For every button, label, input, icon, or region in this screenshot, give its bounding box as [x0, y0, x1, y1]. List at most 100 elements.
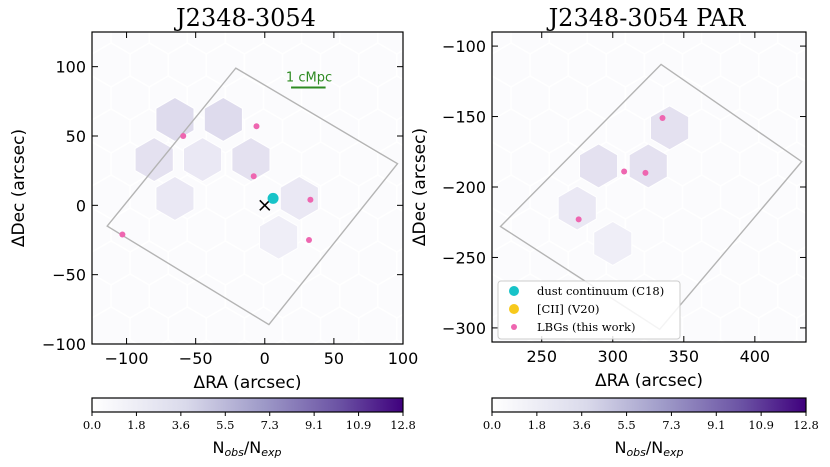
- background-hexbin: [816, 10, 830, 54]
- legend-marker-lbg: [511, 324, 517, 330]
- lbg-point: [659, 114, 666, 121]
- left-panel-title: J2348-3054: [173, 4, 316, 32]
- right-points: [575, 114, 666, 223]
- background-hexbin: [435, 373, 473, 417]
- background-hexbin: [816, 274, 830, 318]
- background-hexbin: [35, 208, 73, 252]
- background-hexbin: [197, 339, 215, 344]
- background-hexbin: [796, 245, 806, 281]
- background-hexbin: [492, 0, 530, 21]
- hexbin-cell: [183, 137, 223, 183]
- y-tick-label: 50: [66, 127, 86, 146]
- y-tick-label: −150: [442, 108, 486, 127]
- left-plot-frame: [91, 31, 404, 345]
- background-hexbin: [396, 181, 403, 213]
- hexbin-cell: [628, 143, 668, 189]
- hexbin-cell: [203, 96, 243, 142]
- colorbar-tick-label: 12.8: [390, 418, 416, 432]
- left-footprint: [106, 67, 399, 326]
- y-tick-label: 100: [55, 58, 86, 77]
- background-hexbin: [92, 185, 93, 209]
- x-tick-label: 250: [526, 347, 557, 366]
- background-hexbin: [159, 339, 177, 344]
- lbg-point: [253, 123, 260, 130]
- background-hexbin: [321, 0, 359, 21]
- background-hexbin: [312, 339, 330, 344]
- background-hexbin: [435, 340, 473, 384]
- colorbar-tick-label: 7.3: [261, 418, 279, 432]
- background-hexbin: [235, 339, 253, 344]
- x-tick-label: 0: [260, 349, 270, 368]
- scale-bar: 1 cMpc: [286, 70, 332, 89]
- x-tick-label: −100: [105, 349, 149, 368]
- background-hexbin: [35, 10, 73, 54]
- left-hexbin-layer: [35, 0, 511, 417]
- background-hexbin: [796, 311, 806, 342]
- background-hexbin: [816, 208, 830, 252]
- y-tick-label: −300: [442, 319, 486, 338]
- y-tick-label: −250: [442, 248, 486, 267]
- hexbin-cell: [579, 143, 619, 189]
- left-colorbar-gradient: [91, 397, 404, 413]
- background-hexbin: [130, 0, 168, 21]
- left-colorbar-label: Nobs/Nexp: [212, 438, 281, 459]
- background-hexbin: [454, 208, 492, 252]
- colorbar-tick-label: 0.0: [83, 418, 101, 432]
- background-hexbin: [492, 32, 512, 55]
- background-hexbin: [796, 47, 806, 83]
- legend-label-dust: dust continuum (C18): [537, 284, 664, 298]
- colorbar-tick-label: 3.6: [573, 418, 591, 432]
- background-hexbin: [454, 274, 492, 318]
- x-tick-label: −50: [179, 349, 213, 368]
- background-hexbin: [54, 0, 92, 21]
- footprint-outline: [106, 67, 399, 326]
- lbg-point: [307, 196, 314, 203]
- left-points: [119, 123, 314, 243]
- background-hexbin: [92, 339, 101, 344]
- colorbar-tick-label: 10.9: [346, 418, 372, 432]
- dust-continuum-point: [267, 192, 279, 204]
- right-colorbar-label: Nobs/Nexp: [614, 438, 683, 459]
- colorbar-tick-label: 10.9: [748, 418, 774, 432]
- background-hexbin: [473, 0, 511, 21]
- right-panel-title: J2348-3054 PAR: [546, 4, 747, 32]
- right-y-axis-label: ΔDec (arcsec): [410, 128, 430, 246]
- background-hexbin: [397, 0, 435, 21]
- quasar-cross-marker: [259, 199, 271, 211]
- background-hexbin: [435, 274, 473, 318]
- right-colorbar-gradient: [491, 397, 807, 413]
- background-hexbin: [435, 0, 473, 21]
- background-hexbin: [816, 142, 830, 186]
- background-hexbin: [796, 113, 806, 149]
- background-hexbin: [791, 339, 802, 342]
- background-hexbin: [435, 208, 473, 252]
- legend-box: [497, 280, 681, 340]
- right-colorbar-ticks: 0.0 1.8 3.6 5.5 7.3 9.1 10.9 12.8: [483, 412, 819, 432]
- background-hexbin: [396, 247, 403, 279]
- background-hexbin: [715, 339, 726, 342]
- background-hexbin: [92, 0, 130, 21]
- lbg-point: [250, 173, 257, 180]
- lbg-point: [180, 133, 187, 139]
- background-hexbin: [816, 76, 830, 120]
- hexbin-cell: [134, 137, 174, 183]
- y-tick-label: −100: [42, 335, 86, 354]
- colorbar-tick-label: 1.8: [528, 418, 546, 432]
- colorbar-tick-label: 3.6: [172, 418, 190, 432]
- scale-bar-label: 1 cMpc: [286, 70, 332, 85]
- right-x-axis-label: ΔRA (arcsec): [595, 371, 703, 391]
- lbg-point: [119, 231, 126, 238]
- background-hexbin: [416, 274, 454, 318]
- x-tick-label: 350: [669, 347, 700, 366]
- background-hexbin: [35, 76, 73, 120]
- background-hexbin: [388, 339, 403, 344]
- colorbar-tick-label: 9.1: [707, 418, 725, 432]
- background-hexbin: [35, 142, 73, 186]
- left-panel: J2348-3054 −100 −50 0 50 100 −100 −50 0 50 100 ΔR…: [9, 0, 511, 417]
- background-hexbin: [454, 373, 492, 417]
- lbg-point: [642, 169, 649, 176]
- x-tick-label: 300: [597, 347, 628, 366]
- lbg-point: [621, 168, 628, 175]
- y-tick-label: −200: [442, 178, 486, 197]
